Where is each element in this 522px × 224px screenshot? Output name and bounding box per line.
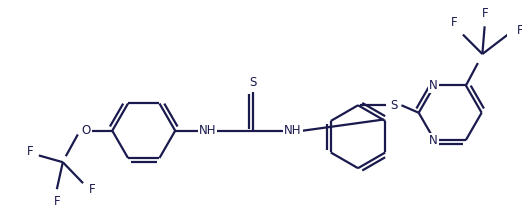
Text: N: N bbox=[429, 134, 438, 146]
Text: F: F bbox=[450, 16, 457, 29]
Text: S: S bbox=[250, 75, 257, 88]
Text: S: S bbox=[390, 99, 398, 112]
Text: F: F bbox=[27, 145, 33, 158]
Text: NH: NH bbox=[284, 124, 302, 137]
Text: F: F bbox=[54, 195, 60, 208]
Text: F: F bbox=[482, 7, 489, 20]
Text: F: F bbox=[517, 24, 522, 37]
Text: N: N bbox=[429, 79, 438, 92]
Text: NH: NH bbox=[199, 124, 216, 137]
Text: F: F bbox=[89, 183, 96, 196]
Text: O: O bbox=[81, 124, 91, 137]
